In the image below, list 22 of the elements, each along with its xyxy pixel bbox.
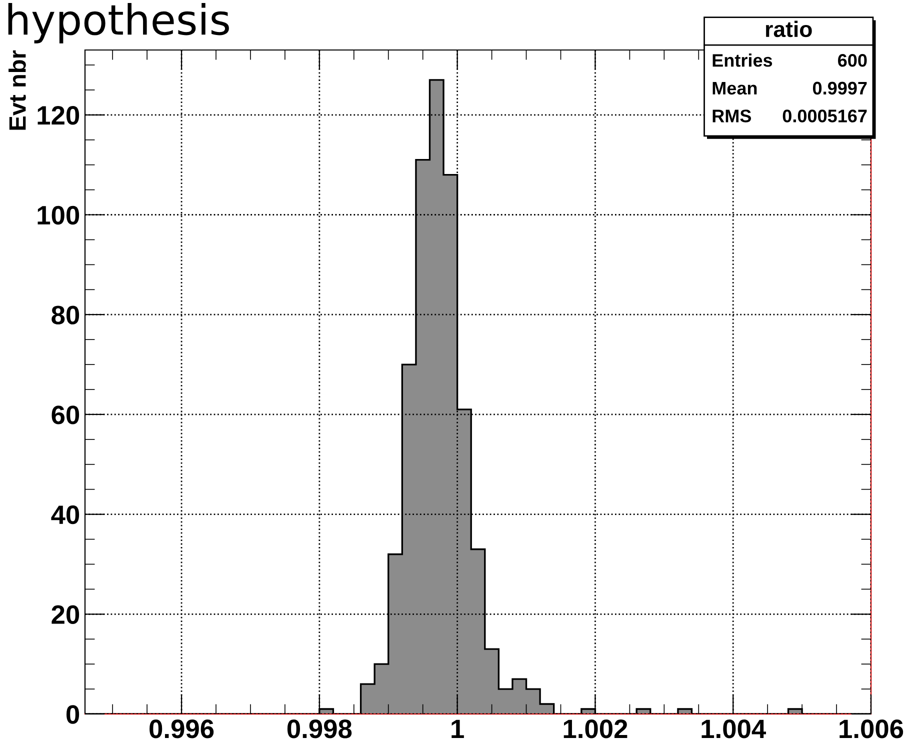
chart-title: hypothesis [8, 3, 229, 44]
y-tick-label: 0 [66, 705, 80, 724]
y-tick-label: 100 [38, 206, 80, 225]
y-tick-label: 120 [38, 106, 80, 125]
annotation: 0.9997 [812, 82, 867, 95]
x-tick-label: 0.996 [150, 720, 214, 738]
annotation: RMS [712, 110, 752, 122]
annotation: Entries [712, 54, 772, 67]
x-tick-label: 1.002 [564, 720, 628, 738]
text: ratio [766, 20, 812, 38]
x-tick-label: 1.006 [840, 720, 904, 738]
y-tick-label: 80 [52, 306, 80, 324]
y-axis-title: Evt nbr [8, 50, 26, 130]
y-tick-label: 60 [52, 406, 80, 424]
annotation: 600 [838, 54, 867, 67]
y-tick-label: 20 [52, 605, 80, 624]
y-tick-label: 40 [51, 505, 80, 524]
annotation: 0.0005167 [782, 110, 867, 122]
annotation: Mean [712, 82, 757, 95]
x-tick-label: 1.004 [702, 720, 766, 738]
x-tick-label: 0.998 [287, 720, 352, 738]
x-tick-label: 1 [452, 720, 464, 738]
